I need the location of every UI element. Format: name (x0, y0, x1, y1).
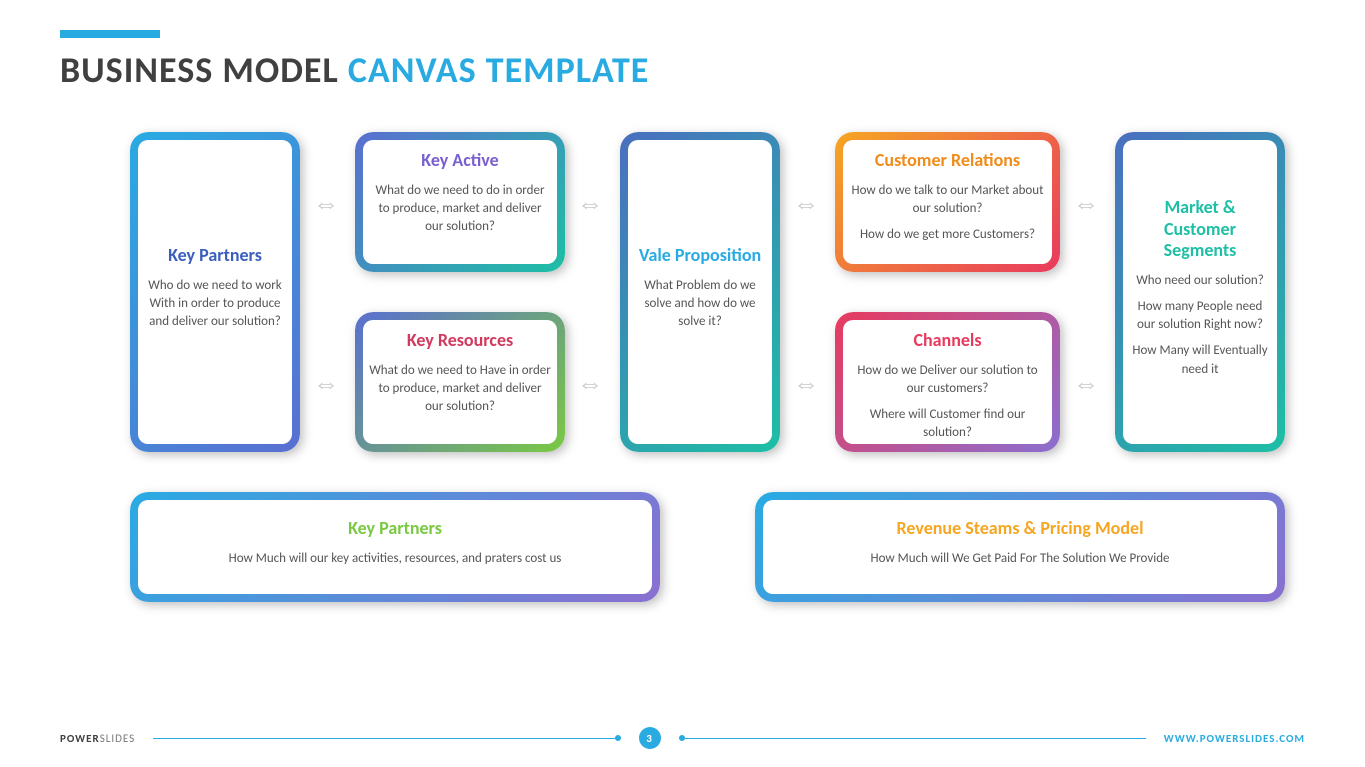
card-body-text: How Many will Eventually need it (1129, 342, 1271, 378)
card-title: Key Partners (144, 245, 286, 267)
card-title: Key Active (369, 150, 551, 172)
bidirectional-arrow-icon: ⇔ (313, 187, 339, 219)
footer-url: WWW.POWERSLIDES.COM (1164, 732, 1305, 745)
bidirectional-arrow-icon: ⇔ (313, 367, 339, 399)
card-key-resources: Key Resources What do we need to Have in … (355, 312, 565, 452)
footer-brand: POWERSLIDES (60, 732, 135, 745)
card-border (755, 492, 1285, 602)
slide-footer: POWERSLIDES 3 WWW.POWERSLIDES.COM (60, 727, 1305, 749)
card-title: Customer Relations (849, 150, 1046, 172)
card-body-text: How do we Deliver our solution to our cu… (849, 362, 1046, 398)
card-revenue: Revenue Steams & Pricing Model How Much w… (755, 492, 1285, 602)
card-body-text: What do we need to do in order to produc… (369, 182, 551, 237)
card-title: Revenue Steams & Pricing Model (769, 518, 1271, 540)
card-body-text: What Problem do we solve and how do we s… (634, 277, 766, 332)
card-segments: Market & Customer Segments Who need our s… (1115, 132, 1285, 452)
footer-brand-light: SLIDES (100, 732, 136, 745)
bidirectional-arrow-icon: ⇔ (1073, 367, 1099, 399)
footer-brand-bold: POWER (60, 732, 100, 745)
card-title: Market & Customer Segments (1129, 197, 1271, 262)
card-cost: Key Partners How Much will our key activi… (130, 492, 660, 602)
card-body-text: How many People need our solution Right … (1129, 298, 1271, 334)
title-part1: BUSINESS MODEL (60, 48, 339, 92)
card-body-text: Where will Customer find our solution? (849, 406, 1046, 442)
bidirectional-arrow-icon: ⇔ (793, 187, 819, 219)
bidirectional-arrow-icon: ⇔ (577, 187, 603, 219)
card-title: Key Partners (144, 518, 646, 540)
footer-line-right (679, 738, 1146, 739)
card-body-text: What do we need to Have in order to prod… (369, 362, 551, 417)
card-title: Vale Proposition (634, 245, 766, 267)
card-channels: Channels How do we Deliver our solution t… (835, 312, 1060, 452)
card-border (130, 492, 660, 602)
card-value-prop: Vale Proposition What Problem do we solve… (620, 132, 780, 452)
slide: BUSINESS MODEL CANVAS TEMPLATE Key Partn… (0, 0, 1365, 767)
card-body-text: How Much will We Get Paid For The Soluti… (769, 550, 1271, 568)
page-number-badge: 3 (639, 727, 661, 749)
card-body-text: How do we get more Customers? (849, 226, 1046, 244)
bidirectional-arrow-icon: ⇔ (1073, 187, 1099, 219)
page-title: BUSINESS MODEL CANVAS TEMPLATE (60, 48, 1315, 92)
card-title: Channels (849, 330, 1046, 352)
bidirectional-arrow-icon: ⇔ (793, 367, 819, 399)
card-body-text: How Much will our key activities, resour… (144, 550, 646, 568)
card-body-text: How do we talk to our Market about our s… (849, 182, 1046, 218)
card-border (1115, 132, 1285, 452)
card-key-partners: Key Partners Who do we need to work With … (130, 132, 300, 452)
footer-line-left (153, 738, 620, 739)
canvas-diagram: Key Partners Who do we need to work With … (75, 132, 1305, 662)
card-body-text: Who need our solution? (1129, 272, 1271, 290)
card-title: Key Resources (369, 330, 551, 352)
card-key-active: Key Active What do we need to do in order… (355, 132, 565, 272)
card-customer-relations: Customer Relations How do we talk to our … (835, 132, 1060, 272)
title-part2: CANVAS TEMPLATE (348, 48, 650, 92)
bidirectional-arrow-icon: ⇔ (577, 367, 603, 399)
title-accent-bar (60, 30, 160, 38)
card-body-text: Who do we need to work With in order to … (144, 277, 286, 332)
